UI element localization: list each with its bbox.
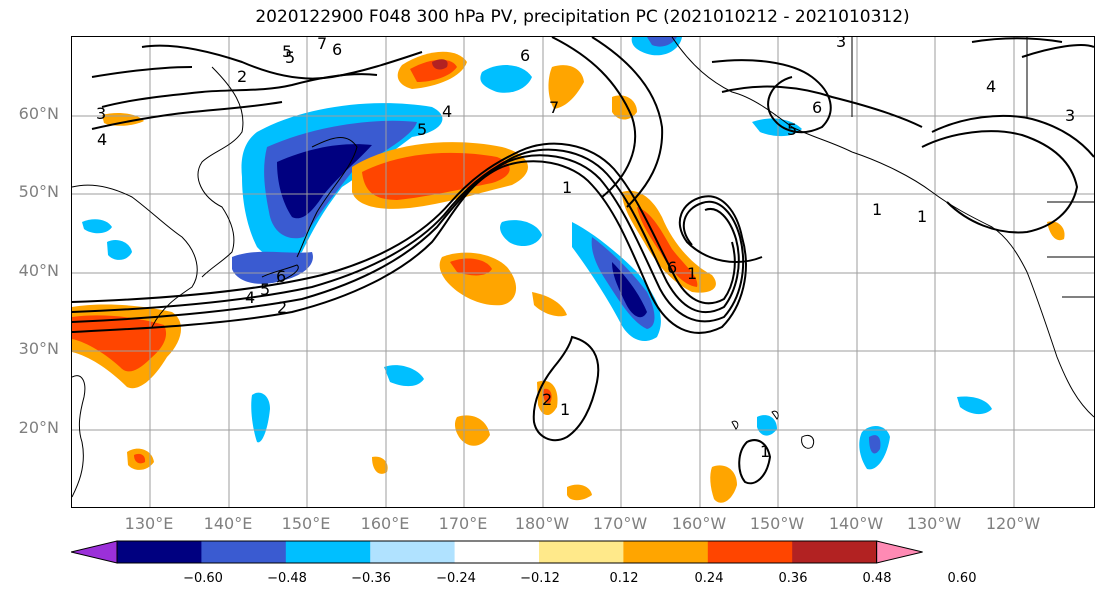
contour-label: 3 <box>836 37 846 51</box>
lat-label-30n: 30°N <box>18 339 59 358</box>
colorbar-tick-label: 0.48 <box>862 571 892 586</box>
contour-label: 2 <box>542 390 552 409</box>
contour-label: 6 <box>276 267 286 286</box>
positive-precip-shading <box>72 51 1065 503</box>
colorbar-tick-label: 0.12 <box>609 571 639 586</box>
colorbar-bin <box>623 541 709 563</box>
contour-label: 4 <box>245 288 255 307</box>
contour-label: 7 <box>317 37 327 53</box>
contour-label: 6 <box>667 258 677 277</box>
lat-label-20n: 20°N <box>18 418 59 437</box>
contour-label: 2 <box>237 67 247 86</box>
contour-label: 1 <box>872 200 882 219</box>
colorbar-bin <box>285 541 371 563</box>
contour-label: 5 <box>260 280 270 299</box>
gridlines <box>72 37 1094 507</box>
contour-label: 1 <box>687 264 697 283</box>
map-title: 2020122900 F048 300 hPa PV, precipitatio… <box>255 7 910 27</box>
colorbar-bin <box>454 541 540 563</box>
contour-labels: 2 5 6 6 7 5 3 3 4 4 6 5 3 4 5 6 4 5 2 6 … <box>96 37 1075 461</box>
colorbar-bin <box>370 541 456 563</box>
lon-label-170e: 170°E <box>438 514 488 533</box>
contour-label: 7 <box>549 98 559 117</box>
contour-label: 3 <box>1065 106 1075 125</box>
colorbar-extend-min <box>71 540 118 564</box>
lon-label-180w: 180°W <box>514 514 570 533</box>
contour-label: 1 <box>560 400 570 419</box>
lat-label-60n: 60°N <box>18 104 59 123</box>
contour-label: 2 <box>277 298 287 317</box>
lat-label-40n: 40°N <box>18 261 59 280</box>
contour-label: 6 <box>520 46 530 65</box>
contour-label: 4 <box>97 130 107 149</box>
lon-label-130w: 130°W <box>906 514 962 533</box>
contour-label: 5 <box>285 48 295 67</box>
contour-label: 5 <box>417 120 427 139</box>
colorbar-tick-label: 0.24 <box>694 571 724 586</box>
lon-label-160e: 160°E <box>360 514 410 533</box>
lon-label-140e: 140°E <box>203 514 253 533</box>
lon-label-140w: 140°W <box>828 514 884 533</box>
colorbar-tick-label: 0.36 <box>778 571 808 586</box>
colorbar-segments <box>71 540 923 564</box>
map-panel: 2 5 6 6 7 5 3 3 4 4 6 5 3 4 5 6 4 5 2 6 … <box>71 36 1095 508</box>
colorbar-tick-label: −0.36 <box>351 571 391 586</box>
map-canvas: 2 5 6 6 7 5 3 3 4 4 6 5 3 4 5 6 4 5 2 6 … <box>72 37 1094 507</box>
colorbar-bin <box>707 541 793 563</box>
contour-label: 1 <box>760 442 770 461</box>
lon-label-150w: 150°W <box>749 514 805 533</box>
colorbar-tick-label: −0.12 <box>520 571 560 586</box>
coastlines <box>72 37 1094 498</box>
lon-label-170w: 170°W <box>592 514 648 533</box>
colorbar-tick-label: −0.60 <box>183 571 223 586</box>
contour-label: 5 <box>787 120 797 139</box>
lon-label-160w: 160°W <box>671 514 727 533</box>
negative-precip-shading <box>82 37 992 470</box>
colorbar-tick-label: 0.60 <box>947 571 977 586</box>
colorbar-outline <box>116 540 878 564</box>
lon-label-150e: 150°E <box>281 514 331 533</box>
contour-label: 5 <box>282 42 292 61</box>
contour-label: 6 <box>332 40 342 59</box>
contour-label: 1 <box>917 207 927 226</box>
colorbar-bin <box>201 541 287 563</box>
colorbar <box>71 540 923 564</box>
colorbar-bin <box>539 541 624 563</box>
contour-label: 6 <box>812 98 822 117</box>
colorbar-tick-label: −0.48 <box>267 571 307 586</box>
contour-label: 4 <box>986 77 996 96</box>
lon-label-130e: 130°E <box>124 514 174 533</box>
lat-label-50n: 50°N <box>18 182 59 201</box>
contour-label: 4 <box>442 102 452 121</box>
lon-label-120w: 120°W <box>985 514 1041 533</box>
colorbar-extend-max <box>876 540 923 564</box>
contour-label: 3 <box>96 104 106 123</box>
colorbar-tick-label: −0.24 <box>436 571 476 586</box>
colorbar-bin <box>117 541 202 563</box>
pv-contours <box>72 37 1094 485</box>
colorbar-bin <box>792 541 878 563</box>
contour-label: 1 <box>562 178 572 197</box>
